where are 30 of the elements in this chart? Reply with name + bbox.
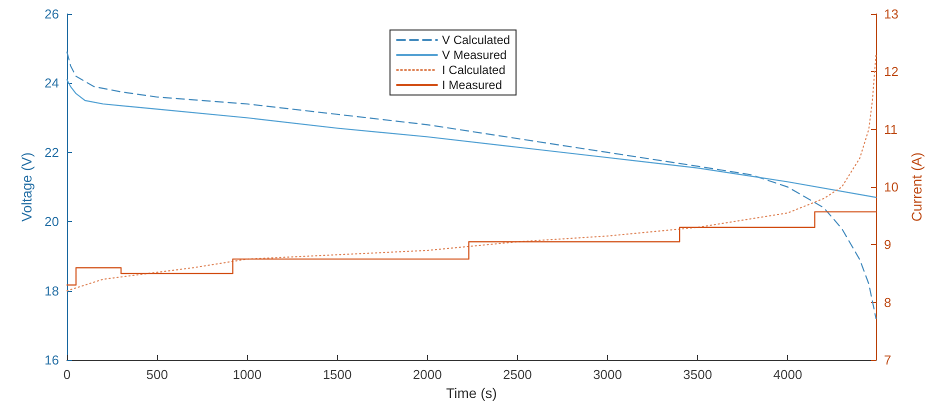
legend-label: V Calculated bbox=[442, 33, 510, 47]
y-tick-label: 24 bbox=[44, 76, 59, 91]
y2-tick-label: 10 bbox=[884, 180, 898, 194]
y-tick-label: 26 bbox=[44, 6, 59, 22]
y-tick-label: 22 bbox=[44, 144, 59, 160]
x-tick-label: 1500 bbox=[322, 367, 352, 382]
x-tick-label: 4000 bbox=[773, 367, 802, 382]
y2-axis-title: Current (A) bbox=[908, 152, 924, 222]
line-series bbox=[66, 79, 877, 198]
y-axis-title: Voltage (V) bbox=[18, 152, 35, 222]
legend-label: V Measured bbox=[442, 48, 507, 62]
x-tick-label: 0 bbox=[63, 367, 71, 382]
y-tick-label: 16 bbox=[44, 352, 59, 368]
y2-tick-label: 7 bbox=[884, 352, 892, 368]
x-tick-label: 500 bbox=[146, 367, 168, 382]
y2-tick-label: 8 bbox=[884, 294, 892, 310]
y2-tick-label: 9 bbox=[884, 237, 892, 252]
y2-tick-label: 12 bbox=[884, 64, 898, 80]
y2-tick-label: 13 bbox=[884, 6, 898, 22]
legend-label: I Measured bbox=[442, 78, 502, 92]
x-tick-label: 3500 bbox=[683, 367, 712, 382]
y-tick-label: 18 bbox=[44, 283, 59, 298]
x-axis-title: Time (s) bbox=[446, 384, 497, 401]
x-tick-label: 3000 bbox=[593, 367, 622, 382]
y-tick-label: 20 bbox=[44, 214, 59, 230]
legend-label: I Calculated bbox=[442, 63, 506, 77]
x-tick-label: 2000 bbox=[412, 367, 442, 382]
x-tick-label: 1000 bbox=[232, 367, 262, 382]
y2-tick-label: 11 bbox=[884, 122, 898, 137]
x-tick-label: 2500 bbox=[502, 367, 532, 382]
